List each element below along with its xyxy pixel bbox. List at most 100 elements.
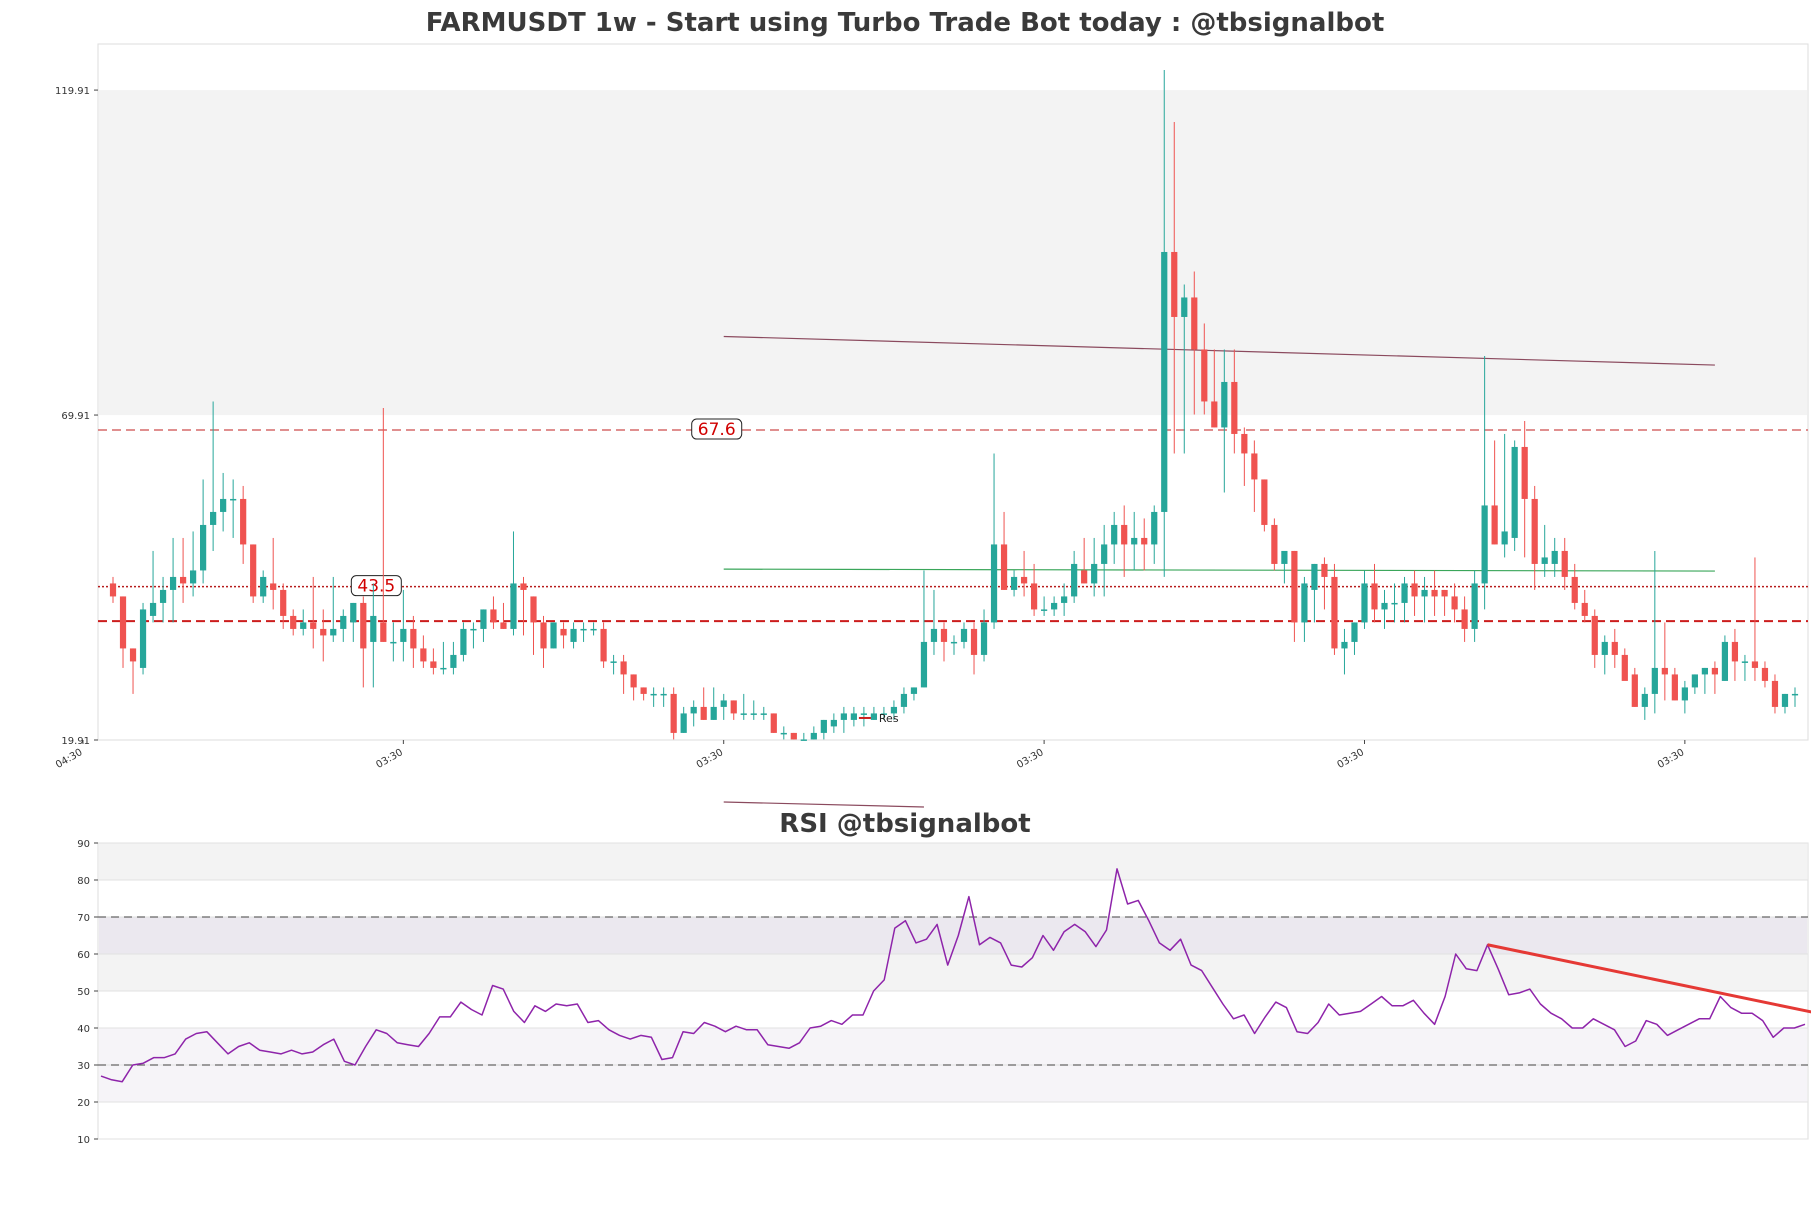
candle — [1541, 524, 1548, 577]
candle-body — [1611, 641, 1618, 655]
candle — [450, 641, 457, 675]
candle — [410, 615, 417, 668]
candle-body — [159, 589, 167, 603]
candle — [830, 713, 837, 733]
candle — [1211, 349, 1218, 428]
candle — [980, 609, 988, 662]
candle — [660, 687, 667, 707]
candle — [480, 609, 487, 642]
candle — [400, 589, 407, 662]
candle — [220, 472, 227, 532]
candle-body — [1501, 531, 1508, 545]
candle — [320, 609, 327, 662]
candle-body — [1641, 693, 1648, 707]
candle — [1321, 557, 1328, 610]
candle-body — [1131, 537, 1138, 545]
candle — [1391, 583, 1398, 623]
candle-body — [1471, 583, 1478, 629]
candle-body — [700, 706, 707, 720]
price-y-tick-label: 69.91 — [61, 411, 90, 422]
candle-body — [1101, 544, 1108, 564]
candle — [1451, 583, 1458, 623]
candle — [1221, 349, 1228, 493]
candle — [1301, 576, 1308, 642]
candle-body — [850, 713, 857, 720]
candle — [1101, 524, 1108, 597]
candle-body — [590, 628, 597, 631]
candle-body — [1411, 583, 1418, 597]
candle — [310, 576, 317, 649]
candle — [530, 596, 537, 655]
candle — [280, 583, 287, 629]
candle — [1121, 505, 1128, 577]
candle-body — [1241, 433, 1248, 454]
candle-body — [1441, 589, 1448, 597]
candle — [1181, 284, 1188, 454]
candle — [179, 537, 187, 603]
candle-body — [670, 693, 677, 733]
candle-body — [1731, 641, 1739, 662]
candle — [189, 531, 197, 597]
candle-body — [1781, 693, 1789, 707]
rsi-y-tick-label: 70 — [77, 913, 90, 924]
candle — [300, 609, 307, 636]
candle — [1501, 433, 1508, 558]
candle-body — [490, 609, 497, 623]
candle — [240, 485, 247, 564]
candle-body — [1151, 511, 1158, 545]
rsi-trendline — [1487, 943, 1811, 1014]
candle-body — [1581, 602, 1588, 616]
candle — [1131, 511, 1138, 571]
candle-body — [1541, 557, 1548, 564]
candle-body — [1521, 446, 1528, 499]
candle-body — [1361, 583, 1368, 623]
candle-body — [350, 602, 357, 623]
candle — [1721, 635, 1729, 681]
candle — [230, 479, 237, 538]
candle — [1741, 654, 1749, 681]
candle — [820, 719, 827, 740]
candle-body — [380, 622, 387, 642]
candle-body — [950, 641, 958, 644]
candle-body — [280, 589, 287, 616]
candle — [1471, 570, 1478, 642]
candle — [990, 453, 998, 629]
candle — [510, 531, 517, 636]
candle-body — [260, 576, 267, 597]
candle-body — [1271, 524, 1278, 564]
rsi-y-tick-label: 20 — [77, 1098, 90, 1109]
candle — [870, 706, 878, 720]
candle — [1701, 667, 1708, 694]
candle — [1020, 550, 1028, 597]
candle — [1671, 667, 1678, 701]
candle — [360, 596, 367, 688]
candle-body — [1121, 524, 1128, 545]
price-x-tick-label: 03:30 — [1336, 747, 1366, 771]
price-x-tick-label: 04:30 — [54, 747, 84, 771]
candle — [550, 622, 557, 649]
candle-body — [1721, 641, 1729, 681]
candle-body — [1711, 667, 1719, 675]
candle — [290, 609, 297, 636]
candle-body — [1461, 609, 1468, 629]
candle-body — [1491, 505, 1498, 545]
candle-body — [220, 498, 227, 512]
candle — [1631, 667, 1638, 707]
candle — [1421, 576, 1428, 623]
rsi-y-tick-label: 60 — [77, 950, 90, 961]
trendline-fragment — [723, 801, 924, 808]
candle-body — [970, 628, 978, 655]
candle-body — [1281, 550, 1288, 564]
candle — [1731, 628, 1739, 681]
candle — [1231, 349, 1238, 454]
candle-body — [910, 687, 918, 694]
candle — [1611, 628, 1618, 668]
candle-body — [1061, 596, 1068, 603]
candle-body — [250, 544, 257, 597]
candle-body — [370, 615, 377, 642]
candle — [1071, 550, 1078, 603]
candle-body — [1251, 453, 1258, 480]
candle — [740, 693, 747, 720]
rsi-chart-title: RSI @tbsignalbot — [779, 809, 1030, 839]
candle — [1461, 596, 1468, 642]
